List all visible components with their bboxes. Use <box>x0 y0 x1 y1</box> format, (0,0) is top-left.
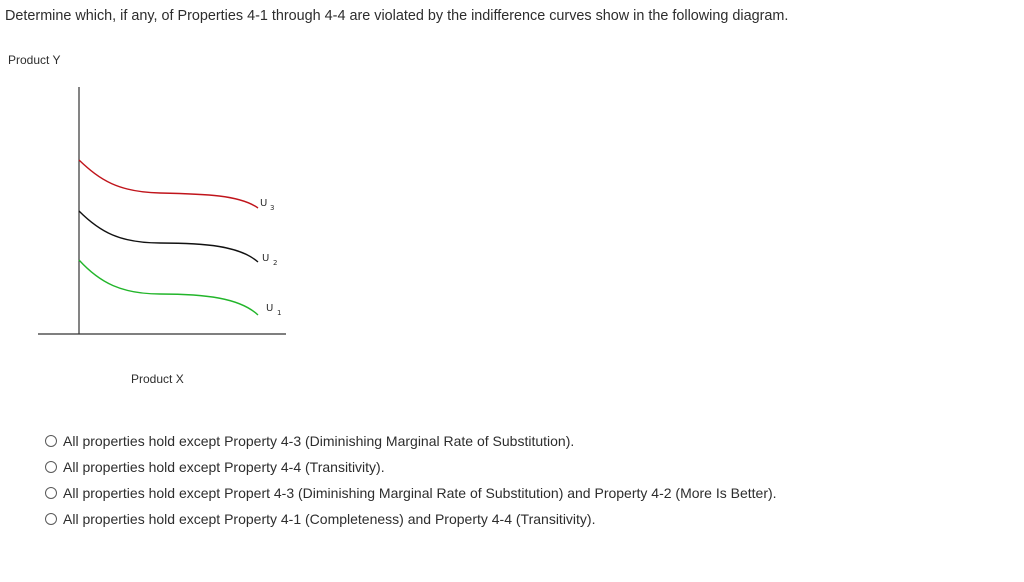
svg-text:U: U <box>262 253 269 264</box>
indifference-curve-u1 <box>78 259 259 316</box>
indifference-curve-diagram: U 3 U 2 U 1 <box>38 87 286 335</box>
answer-options: All properties hold except Property 4-3 … <box>45 428 777 532</box>
option-label: All properties hold except Property 4-4 … <box>63 459 385 475</box>
indifference-curve-u2 <box>78 210 259 263</box>
svg-text:1: 1 <box>277 309 281 317</box>
radio-button[interactable] <box>45 487 57 499</box>
radio-button[interactable] <box>45 435 57 447</box>
svg-text:3: 3 <box>270 204 274 212</box>
radio-button[interactable] <box>45 461 57 473</box>
x-axis-label: Product X <box>131 372 184 386</box>
y-axis-label: Product Y <box>8 53 61 67</box>
option-label: All properties hold except Property 4-3 … <box>63 433 575 449</box>
answer-option[interactable]: All properties hold except Propert 4-3 (… <box>45 480 777 506</box>
answer-option[interactable]: All properties hold except Property 4-4 … <box>45 454 777 480</box>
option-label: All properties hold except Propert 4-3 (… <box>63 485 777 501</box>
radio-button[interactable] <box>45 513 57 525</box>
curve-label-u2: U 2 <box>262 253 277 267</box>
question-text: Determine which, if any, of Properties 4… <box>5 8 789 24</box>
indifference-curve-u3 <box>78 159 259 209</box>
svg-text:U: U <box>266 303 273 314</box>
curve-label-u1: U 1 <box>266 303 281 317</box>
answer-option[interactable]: All properties hold except Property 4-3 … <box>45 428 777 454</box>
option-label: All properties hold except Property 4-1 … <box>63 511 596 527</box>
svg-text:U: U <box>260 198 267 209</box>
svg-text:2: 2 <box>273 259 277 267</box>
answer-option[interactable]: All properties hold except Property 4-1 … <box>45 506 777 532</box>
curve-label-u3: U 3 <box>260 198 274 212</box>
